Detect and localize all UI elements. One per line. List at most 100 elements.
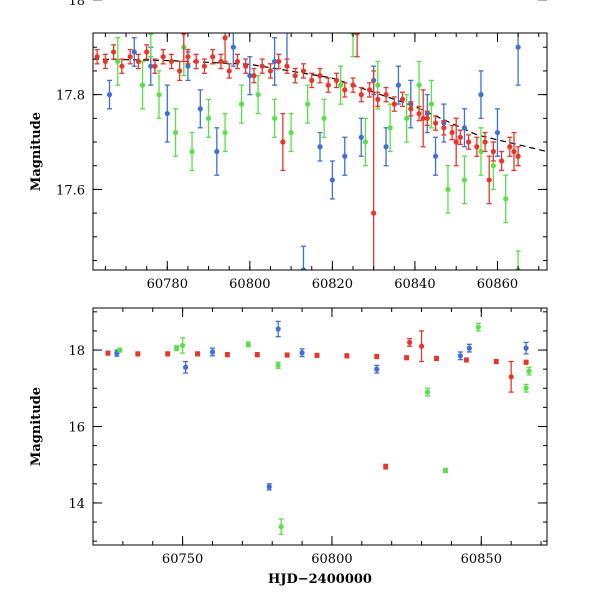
y-tick-label: 16 <box>68 421 85 436</box>
data-point <box>226 68 232 74</box>
data-point <box>424 115 430 121</box>
data-point <box>507 144 513 150</box>
data-point <box>272 58 278 65</box>
data-point <box>251 73 257 79</box>
y-tick-label: 18 <box>68 344 85 359</box>
data-point <box>490 148 496 155</box>
data-point <box>131 49 137 55</box>
data-point <box>292 73 298 79</box>
data-point <box>317 144 323 150</box>
data-point <box>185 54 191 60</box>
data-point <box>177 68 183 74</box>
data-point <box>428 101 435 107</box>
data-point <box>102 58 108 65</box>
data-point <box>117 347 123 353</box>
data-point <box>449 129 455 136</box>
data-point <box>309 77 315 83</box>
data-point <box>515 153 521 159</box>
data-point <box>374 366 380 372</box>
data-point <box>490 163 496 169</box>
y-tick-label: 17.6 <box>56 183 85 198</box>
data-point <box>526 368 532 374</box>
data-point <box>139 82 146 88</box>
data-point <box>395 82 402 88</box>
data-series <box>105 330 529 470</box>
data-point <box>445 186 451 193</box>
data-point <box>106 92 113 98</box>
data-point <box>374 353 380 360</box>
data-point <box>465 139 472 145</box>
data-point <box>222 129 228 136</box>
data-point <box>457 353 463 359</box>
data-point <box>254 352 260 358</box>
data-point <box>156 92 162 98</box>
data-point <box>194 351 201 357</box>
data-point <box>371 210 377 216</box>
data-point <box>499 158 505 164</box>
y-tick-label: 14 <box>68 497 85 512</box>
data-point <box>209 349 216 355</box>
data-point <box>387 125 393 131</box>
data-point <box>523 359 529 365</box>
x-tick-label: 60750 <box>162 552 203 567</box>
x-axis-label: HJD−2400000 <box>268 572 372 587</box>
data-point <box>486 177 492 183</box>
data-point <box>185 63 191 69</box>
data-point <box>333 77 340 83</box>
data-point <box>461 177 468 183</box>
data-series <box>115 33 521 270</box>
data-point <box>111 49 117 55</box>
data-point <box>224 352 231 358</box>
data-point <box>354 33 360 36</box>
data-point <box>300 68 307 74</box>
data-point <box>182 364 189 370</box>
x-tick-label: 60820 <box>312 277 353 292</box>
data-point <box>255 92 261 98</box>
data-point <box>523 385 529 391</box>
data-point <box>350 82 356 88</box>
data-point <box>358 92 364 98</box>
data-point <box>503 196 509 202</box>
data-point <box>375 82 381 88</box>
data-point <box>148 63 154 69</box>
data-point <box>478 148 484 155</box>
data-point <box>416 110 422 117</box>
data-point <box>201 63 208 69</box>
data-point <box>299 350 305 356</box>
data-point <box>475 324 481 330</box>
data-point <box>383 144 389 150</box>
data-point <box>418 343 425 349</box>
data-point <box>508 374 514 380</box>
data-point <box>172 129 179 136</box>
data-point <box>391 101 397 107</box>
data-point <box>210 54 216 60</box>
data-point <box>338 82 344 88</box>
data-point <box>164 110 170 117</box>
data-point <box>284 26 289 31</box>
data-point <box>288 129 294 136</box>
data-point <box>383 464 389 470</box>
data-point <box>463 357 469 363</box>
data-point <box>189 148 195 155</box>
data-point <box>243 63 249 69</box>
data-point <box>152 63 158 69</box>
data-point <box>276 58 282 65</box>
data-point <box>404 355 410 361</box>
data-point <box>511 148 517 155</box>
data-point <box>245 341 251 347</box>
x-tick-label: 60850 <box>461 552 502 567</box>
data-point <box>523 345 529 351</box>
plot-frame <box>92 32 548 271</box>
data-series <box>114 320 529 491</box>
data-point <box>144 49 150 55</box>
data-point <box>230 44 236 50</box>
y-axis-label: Magnitude <box>29 112 44 191</box>
data-series <box>106 26 521 270</box>
data-point <box>408 106 414 112</box>
data-point <box>321 115 327 121</box>
data-point <box>181 33 187 36</box>
data-point <box>342 87 348 93</box>
plot-area <box>105 320 532 535</box>
data-point <box>284 352 290 358</box>
